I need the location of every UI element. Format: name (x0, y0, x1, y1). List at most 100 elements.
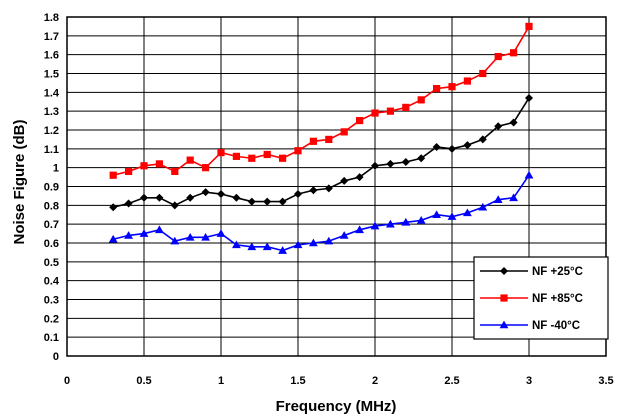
data-point (433, 84, 441, 93)
data-point (525, 93, 533, 102)
data-point (356, 116, 364, 125)
data-point (262, 242, 272, 251)
data-point (355, 225, 364, 234)
data-point (201, 188, 210, 197)
data-point (125, 167, 133, 176)
x-tick-label: 0 (64, 375, 70, 387)
data-point (370, 221, 380, 230)
data-point (493, 195, 503, 203)
data-point (217, 190, 225, 199)
data-point (447, 212, 457, 220)
data-point (417, 154, 426, 163)
legend-item: NF +25°C (480, 266, 583, 278)
y-tick-label: 0.4 (44, 276, 60, 288)
y-axis-tick-labels: 0 0.1 0.2 0.3 0.4 0.5 0.6 0.7 0.8 0.9 1 1.1 1.2 1.3 1.… (44, 12, 60, 363)
y-tick-label: 1 (53, 163, 59, 175)
data-point (155, 225, 164, 234)
data-point (202, 164, 210, 172)
series-line (113, 174, 530, 252)
data-point (155, 160, 163, 168)
data-point (402, 103, 410, 111)
y-tick-label: 1.6 (44, 50, 59, 62)
data-point (155, 193, 164, 202)
data-point (278, 246, 287, 254)
data-point (186, 156, 194, 164)
y-axis-title: Noise Figure (dB) (11, 119, 28, 244)
data-point (294, 190, 302, 199)
y-tick-label: 1.2 (44, 125, 59, 137)
data-point (524, 170, 534, 179)
data-point (401, 217, 411, 226)
y-tick-label: 0.9 (44, 182, 59, 194)
x-tick-label: 2 (372, 375, 378, 387)
y-tick-label: 0.5 (44, 257, 59, 269)
y-tick-label: 0.1 (44, 332, 59, 344)
data-point (463, 141, 472, 150)
y-tick-label: 0.2 (44, 313, 59, 325)
data-point (479, 69, 487, 78)
data-point (309, 186, 318, 195)
data-point (279, 154, 287, 162)
x-axis-title: Frequency (MHz) (276, 398, 397, 415)
data-point (340, 176, 349, 185)
data-point (247, 197, 256, 206)
data-point (232, 240, 241, 249)
data-point (371, 109, 379, 117)
data-point (325, 135, 333, 144)
plot-area-border (66, 16, 607, 357)
data-point (170, 201, 179, 210)
data-point (108, 234, 118, 243)
y-tick-label: 1.3 (44, 106, 59, 118)
data-point (324, 184, 333, 193)
data-point (401, 158, 410, 167)
data-point (525, 22, 533, 31)
x-tick-label: 1.5 (290, 375, 305, 387)
data-point (294, 147, 302, 155)
legend-item: NF -40°C (480, 320, 580, 332)
y-tick-label: 0.6 (44, 238, 59, 250)
data-point (248, 154, 256, 162)
data-point (185, 232, 195, 241)
legend-marker (500, 294, 508, 302)
data-point (417, 96, 425, 104)
legend-label: NF -40°C (532, 320, 580, 332)
data-point (494, 122, 503, 131)
data-point (309, 238, 318, 247)
y-tick-label: 1.1 (44, 144, 59, 156)
data-point (263, 197, 272, 206)
data-point (324, 236, 334, 245)
series-line (113, 26, 530, 176)
data-point (463, 208, 472, 217)
x-tick-label: 1 (218, 375, 224, 387)
y-tick-label: 0.3 (44, 295, 59, 307)
series-2 (108, 170, 534, 254)
data-point (340, 128, 348, 136)
data-point (263, 150, 271, 159)
data-point (109, 171, 117, 179)
data-point (478, 135, 487, 144)
data-point (140, 193, 148, 202)
data-point (463, 77, 471, 85)
data-point (309, 137, 317, 145)
data-point (509, 118, 518, 127)
x-tick-label: 3.5 (598, 375, 613, 387)
data-point (432, 210, 441, 219)
data-point (216, 229, 226, 237)
data-point (432, 142, 441, 151)
data-point (509, 193, 518, 202)
data-point (232, 193, 241, 202)
data-point (124, 199, 133, 208)
data-point (217, 149, 225, 157)
data-point (386, 219, 395, 228)
data-point (109, 203, 118, 212)
data-point (139, 229, 149, 237)
legend-label: NF +85°C (532, 293, 583, 305)
data-point (247, 242, 257, 251)
y-tick-label: 0 (53, 351, 59, 363)
data-point (416, 216, 426, 224)
x-tick-label: 2.5 (444, 375, 459, 387)
data-series (108, 22, 534, 254)
legend: NF +25°C NF +85°C NF -40°C (473, 256, 609, 340)
y-tick-label: 0.7 (44, 219, 59, 231)
